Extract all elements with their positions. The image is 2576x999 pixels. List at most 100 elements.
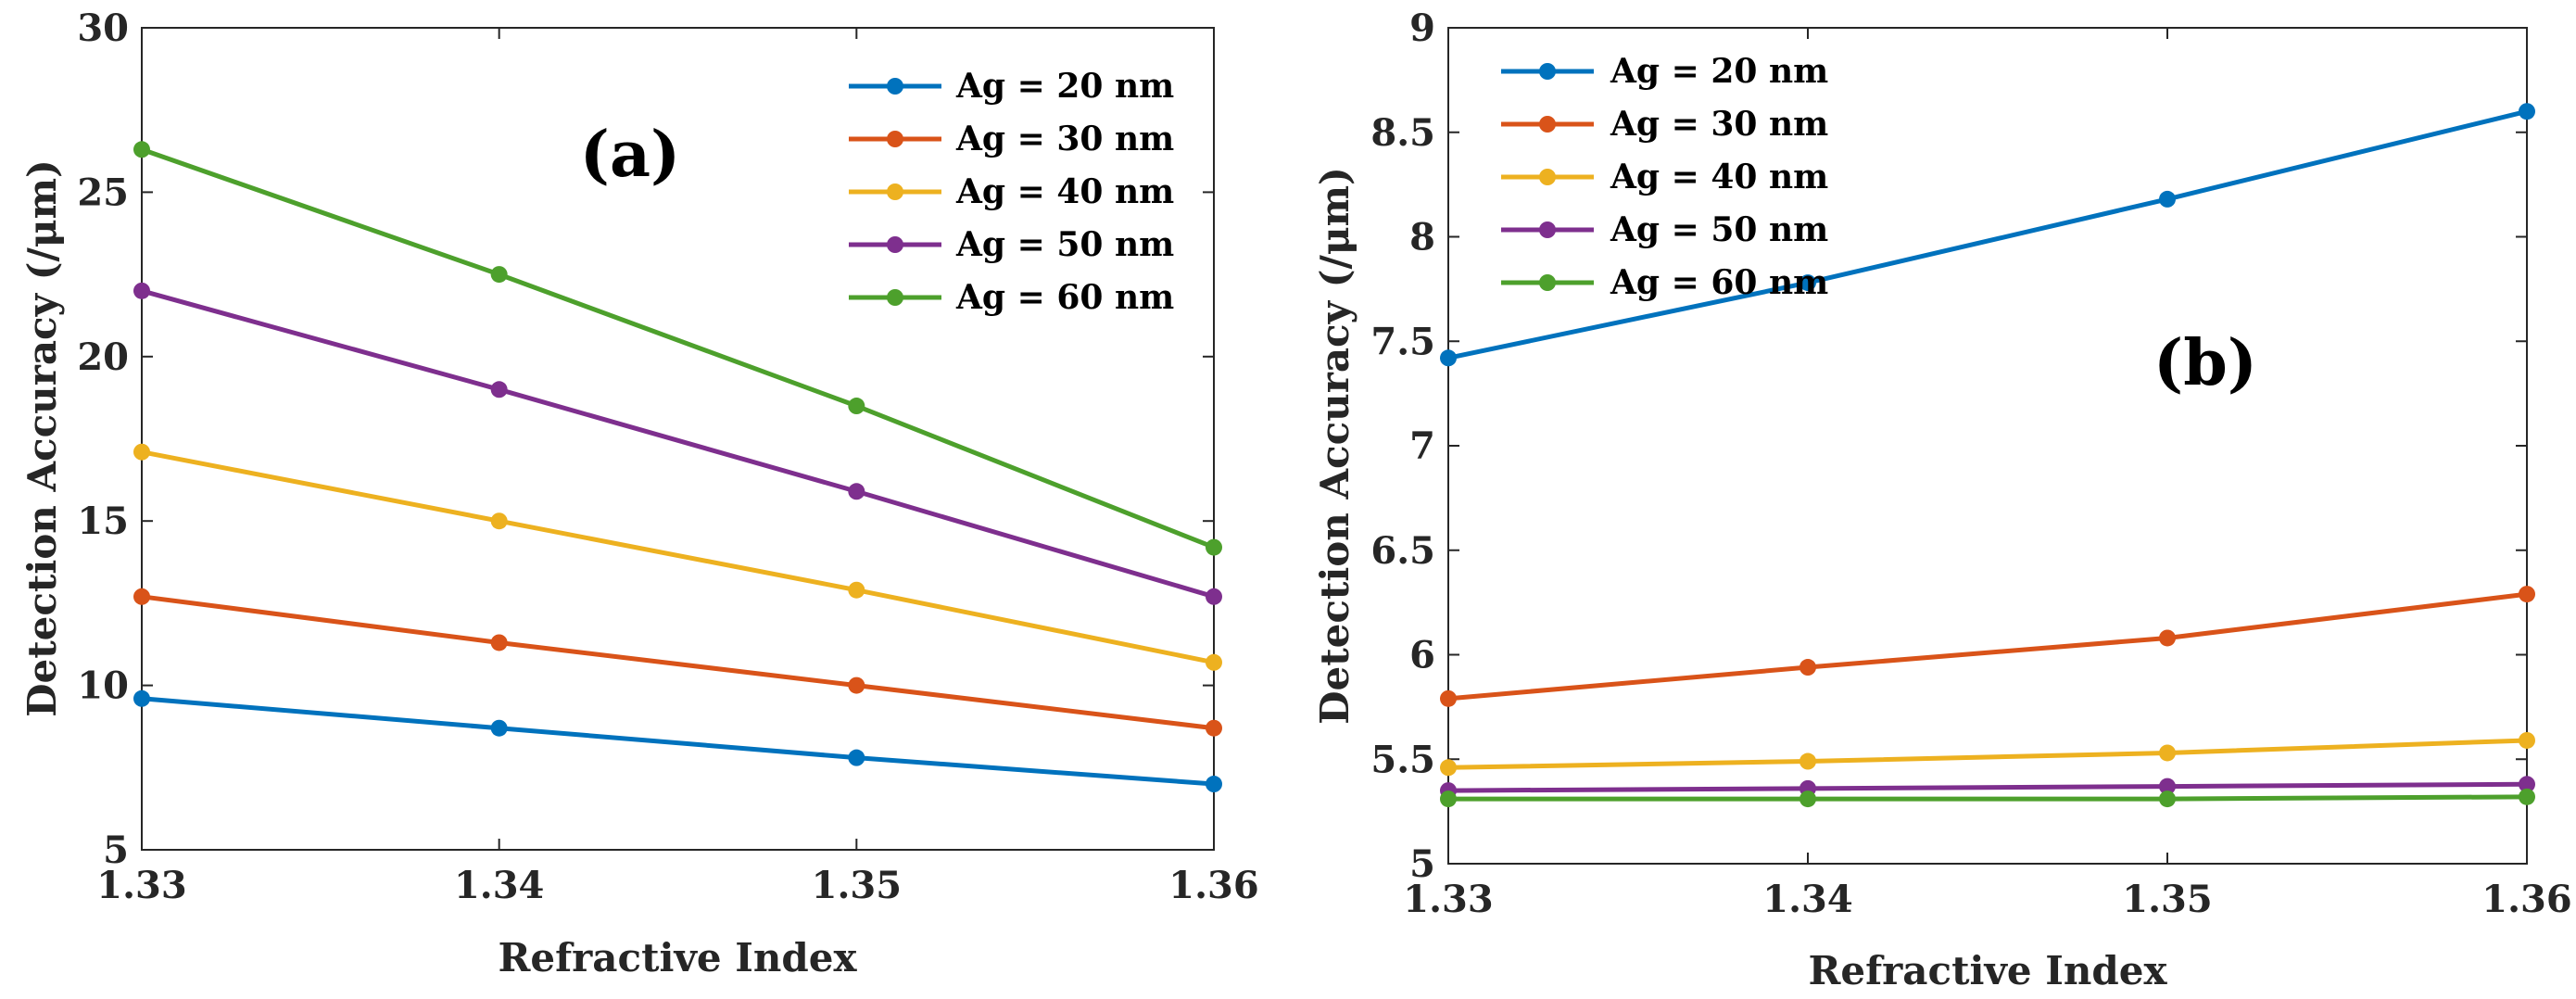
legend-marker	[887, 236, 903, 253]
legend-entry: Ag = 20 nm	[955, 67, 1174, 106]
series-line	[141, 146, 1215, 550]
legend-entry: Ag = 50 nm	[1610, 210, 1828, 249]
data-point	[848, 483, 865, 500]
data-point	[1799, 274, 1816, 292]
legend-marker	[887, 131, 903, 147]
legend-marker	[887, 289, 903, 306]
series-line	[141, 449, 1215, 665]
data-point	[2519, 586, 2535, 603]
legend-entry: Ag = 40 nm	[955, 172, 1174, 211]
data-point	[490, 719, 508, 737]
x-tick-label: 1.35	[812, 864, 902, 907]
data-point	[1440, 759, 1457, 777]
series-line	[1448, 794, 2528, 802]
x-tick-label: 1.34	[1762, 878, 1852, 921]
legend-entry: Ag = 30 nm	[955, 120, 1174, 158]
series-line	[1447, 738, 2528, 770]
data-point	[133, 588, 150, 605]
data-point	[2159, 629, 2176, 647]
y-tick-label: 25	[77, 171, 129, 214]
data-point	[1440, 689, 1457, 707]
panel-b-y-ticks: 5 5.5 6 6.5 7 7.5 8 8.5 9	[1370, 6, 2527, 886]
legend-marker	[1539, 221, 1556, 238]
data-point	[2519, 103, 2535, 120]
y-tick-label: 10	[77, 664, 129, 708]
panel-b-legend: Ag = 20 nm Ag = 30 nm Ag = 40 nm Ag = 50 nm…	[1501, 52, 1828, 302]
data-point	[1799, 790, 1816, 808]
y-tick-label: 5.5	[1370, 738, 1435, 781]
data-point	[2519, 776, 2535, 793]
legend-marker	[887, 183, 903, 200]
x-tick-label: 1.36	[1168, 864, 1258, 907]
data-point	[490, 512, 508, 530]
series-line	[141, 594, 1215, 731]
data-point	[1206, 653, 1222, 671]
x-tick-label: 1.34	[454, 864, 544, 907]
legend-entry: Ag = 60 nm	[1610, 263, 1828, 302]
panel-a-x-axis-label: Refractive Index	[498, 935, 857, 980]
legend-marker	[1539, 116, 1556, 133]
series-line	[1447, 108, 2528, 360]
panel-a-y-axis-label: Detection Accuracy (/μm)	[19, 159, 65, 717]
x-tick-label: 1.33	[96, 864, 186, 907]
panel-a-x-ticks: 1.33 1.34 1.35 1.36	[96, 28, 1259, 907]
legend-entry: Ag = 40 nm	[1610, 158, 1828, 196]
panel-a-chart: 5 10 15 20 25 30 1.33 1.34 1.35 1.36 (a) Refract…	[19, 6, 1259, 980]
y-tick-label: 5	[1409, 842, 1435, 886]
data-point	[1206, 538, 1222, 556]
data-point	[2159, 744, 2176, 762]
data-point	[1440, 349, 1457, 367]
y-tick-label: 30	[77, 6, 129, 50]
panel-b-label: (b)	[2153, 326, 2257, 400]
data-point	[490, 381, 508, 398]
y-tick-label: 8	[1409, 216, 1435, 259]
data-point	[2159, 790, 2176, 808]
panel-a-legend: Ag = 20 nm Ag = 30 nm Ag = 40 nm Ag = 50 nm…	[849, 67, 1174, 317]
data-point	[848, 398, 865, 415]
legend-entry: Ag = 60 nm	[955, 278, 1174, 317]
data-point	[2519, 788, 2535, 805]
x-tick-label: 1.33	[1403, 878, 1493, 921]
y-tick-label: 9	[1409, 6, 1435, 50]
data-point	[848, 581, 865, 599]
y-tick-label: 6.5	[1370, 529, 1435, 573]
y-tick-label: 8.5	[1370, 111, 1435, 155]
y-tick-label: 6	[1409, 634, 1435, 677]
data-point	[133, 689, 150, 707]
data-point	[2159, 778, 2176, 795]
data-point	[1206, 776, 1222, 793]
data-point	[133, 443, 150, 461]
data-point	[1799, 752, 1816, 770]
panel-b-x-ticks: 1.33 1.34 1.35 1.36	[1403, 28, 2572, 921]
data-point	[133, 141, 150, 158]
legend-marker	[887, 78, 903, 95]
panel-b-chart: 5 5.5 6 6.5 7 7.5 8 8.5 9 1.33 1.34 1.35 1.36 (b) R…	[1312, 6, 2572, 993]
data-point	[490, 634, 508, 651]
x-tick-label: 1.36	[2481, 878, 2571, 921]
data-point	[133, 282, 150, 299]
panel-a-y-ticks: 5 10 15 20 25 30	[77, 6, 1214, 872]
data-point	[1440, 790, 1457, 808]
legend-marker	[1539, 63, 1556, 80]
data-point	[848, 677, 865, 694]
x-tick-label: 1.35	[2122, 878, 2212, 921]
data-point	[1206, 719, 1222, 737]
panel-b-series	[1440, 103, 2535, 808]
series-line	[141, 288, 1215, 600]
legend-entry: Ag = 30 nm	[1610, 105, 1828, 144]
data-point	[2159, 190, 2176, 208]
legend-entry: Ag = 20 nm	[1610, 52, 1828, 91]
series-line	[1447, 781, 2528, 793]
data-point	[490, 266, 508, 284]
data-point	[848, 749, 865, 766]
panel-b-x-axis-label: Refractive Index	[1808, 948, 2167, 993]
panel-a-series	[133, 141, 1222, 793]
series-line	[1447, 591, 2528, 702]
data-point	[2519, 731, 2535, 749]
panel-b-y-axis-label: Detection Accuracy (/μm)	[1312, 167, 1357, 725]
panel-a-axes-box	[141, 27, 1215, 851]
y-tick-label: 20	[77, 335, 129, 379]
legend-entry: Ag = 50 nm	[955, 225, 1174, 264]
panel-a-label: (a)	[580, 118, 680, 192]
y-tick-label: 7	[1409, 424, 1435, 468]
